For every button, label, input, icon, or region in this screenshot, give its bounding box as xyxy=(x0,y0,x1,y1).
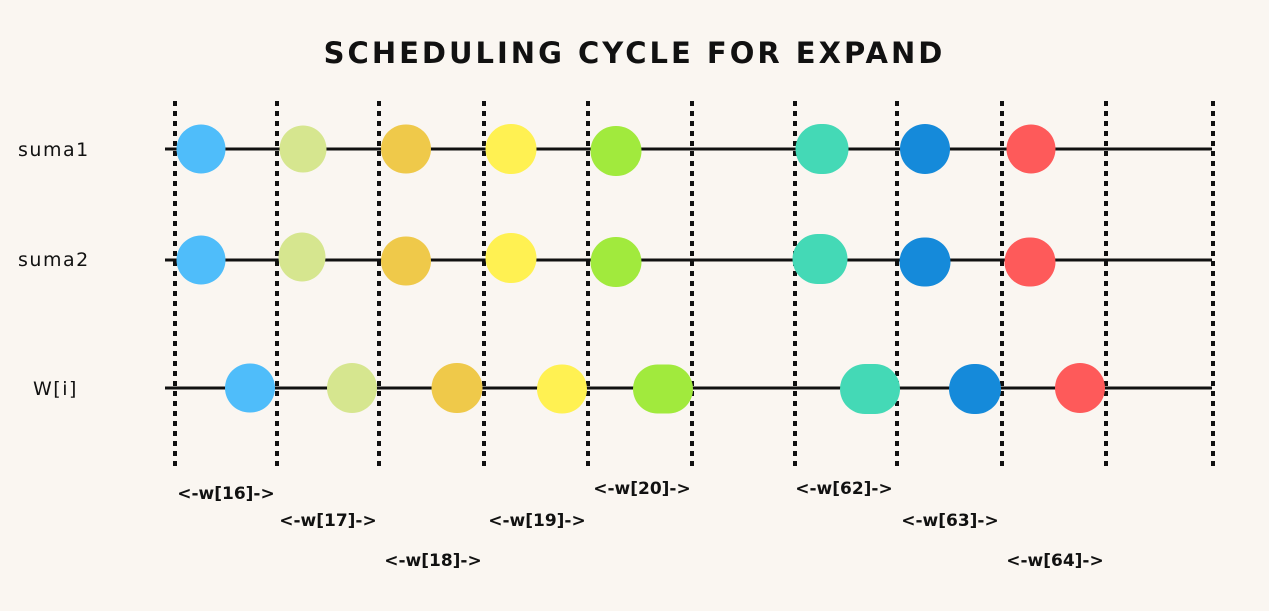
row-label-wi: W[i] xyxy=(33,378,78,400)
interval-label: <-w[19]-> xyxy=(488,511,586,531)
interval-label: <-w[16]-> xyxy=(177,484,275,504)
node-suma2-6 xyxy=(899,237,951,287)
node-wi-5 xyxy=(840,364,900,414)
row-label-suma1: suma1 xyxy=(18,139,90,161)
row-label-suma2: suma2 xyxy=(18,249,90,271)
node-suma1-4 xyxy=(590,126,642,176)
node-wi-3 xyxy=(537,364,587,414)
node-suma1-5 xyxy=(795,124,849,174)
node-suma2-4 xyxy=(590,237,642,287)
interval-label: <-w[20]-> xyxy=(593,479,691,499)
node-suma2-1 xyxy=(278,232,326,282)
interval-label: <-w[18]-> xyxy=(384,551,482,571)
node-suma1-2 xyxy=(381,124,431,174)
node-suma1-1 xyxy=(279,125,327,173)
node-suma1-7 xyxy=(1006,124,1056,174)
interval-label: <-w[63]-> xyxy=(901,511,999,531)
node-suma1-0 xyxy=(176,124,226,174)
node-suma1-6 xyxy=(900,124,950,174)
interval-label: <-w[64]-> xyxy=(1006,551,1104,571)
interval-label: <-w[17]-> xyxy=(279,511,377,531)
node-suma2-7 xyxy=(1004,237,1056,287)
node-wi-6 xyxy=(949,364,1001,414)
node-suma2-3 xyxy=(485,233,537,283)
node-wi-2 xyxy=(431,363,483,413)
node-wi-4 xyxy=(633,364,693,414)
interval-label: <-w[62]-> xyxy=(795,479,893,499)
node-suma1-3 xyxy=(485,124,537,174)
node-wi-1 xyxy=(327,363,377,413)
node-suma2-5 xyxy=(792,234,848,284)
node-wi-0 xyxy=(225,363,275,413)
node-suma2-0 xyxy=(176,235,226,285)
node-wi-7 xyxy=(1055,363,1105,413)
diagram-title: SCHEDULING CYCLE FOR EXPAND xyxy=(323,36,946,70)
node-suma2-2 xyxy=(381,236,431,286)
